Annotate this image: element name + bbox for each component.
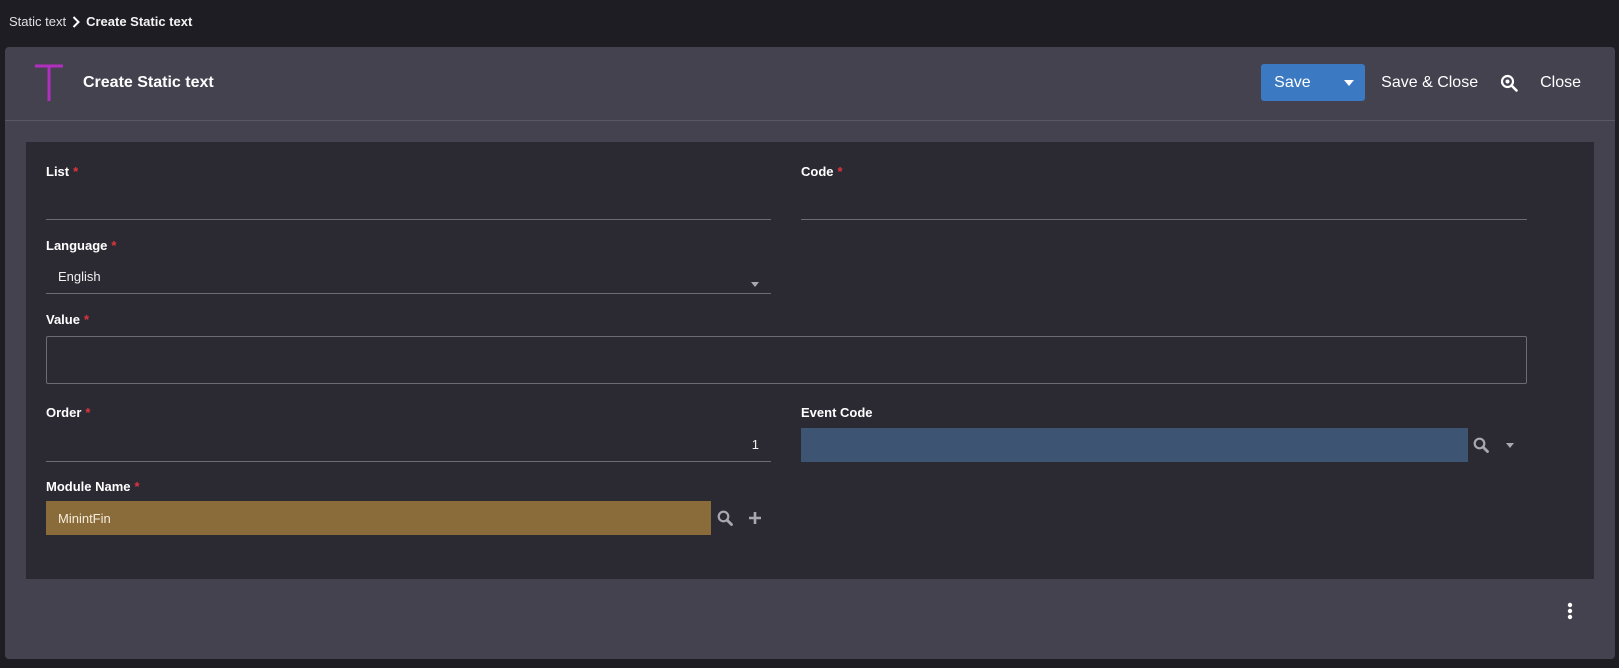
- required-marker: *: [134, 479, 140, 494]
- zoom-preview-icon[interactable]: [1500, 74, 1518, 92]
- value-textarea[interactable]: [46, 336, 1527, 384]
- code-label-text: Code: [801, 164, 834, 179]
- caret-down-icon[interactable]: [1333, 79, 1365, 87]
- list-input[interactable]: [46, 186, 771, 220]
- required-marker: *: [73, 164, 79, 179]
- order-label-text: Order: [46, 405, 82, 420]
- plus-icon[interactable]: [746, 509, 764, 527]
- event-code-input[interactable]: [801, 428, 1468, 462]
- required-marker: *: [111, 238, 117, 253]
- search-icon[interactable]: [1472, 436, 1490, 454]
- required-marker: *: [83, 312, 90, 327]
- order-input[interactable]: 1: [46, 428, 771, 462]
- breadcrumb: Static text Create Static text: [9, 14, 192, 29]
- value-label-text: Value: [46, 312, 80, 327]
- required-marker: *: [837, 164, 843, 179]
- save-label: Save: [1274, 73, 1311, 91]
- code-label: Code *: [801, 164, 843, 179]
- caret-down-icon: [751, 275, 759, 290]
- language-select[interactable]: English: [46, 260, 771, 294]
- code-input[interactable]: [801, 186, 1527, 220]
- list-label: List *: [46, 164, 78, 179]
- form-body: List * Code * Language * English Value *: [26, 142, 1594, 579]
- save-button[interactable]: Save: [1261, 64, 1366, 101]
- event-code-label-text: Event Code: [801, 405, 873, 420]
- list-label-text: List: [46, 164, 70, 179]
- required-marker: *: [85, 405, 91, 420]
- toolbar: Save Save & Close Close: [1261, 64, 1581, 101]
- value-label: Value *: [46, 312, 89, 327]
- language-label-text: Language: [46, 238, 108, 253]
- chevron-right-icon: [72, 15, 80, 28]
- language-value: English: [58, 269, 101, 284]
- close-button[interactable]: Close: [1540, 73, 1581, 91]
- panel-header: Create Static text Save Save & Close Clo…: [5, 47, 1615, 121]
- letter-t-icon: [33, 63, 65, 103]
- breadcrumb-parent[interactable]: Static text: [9, 14, 67, 29]
- search-icon[interactable]: [716, 509, 734, 527]
- module-name-input[interactable]: MinintFin: [46, 501, 711, 535]
- module-name-value: MinintFin: [58, 510, 111, 526]
- order-value: 1: [751, 437, 759, 452]
- save-close-button[interactable]: Save & Close: [1381, 73, 1479, 91]
- caret-down-icon[interactable]: [1505, 441, 1515, 449]
- page-title: Create Static text: [83, 74, 214, 91]
- more-options-icon[interactable]: [1567, 602, 1573, 625]
- breadcrumb-current: Create Static text: [86, 14, 193, 29]
- event-code-label: Event Code: [801, 405, 873, 420]
- order-label: Order *: [46, 405, 90, 420]
- module-name-label: Module Name *: [46, 479, 140, 494]
- module-name-label-text: Module Name: [46, 479, 131, 494]
- form-panel: Create Static text Save Save & Close Clo…: [5, 47, 1615, 659]
- language-label: Language *: [46, 238, 116, 253]
